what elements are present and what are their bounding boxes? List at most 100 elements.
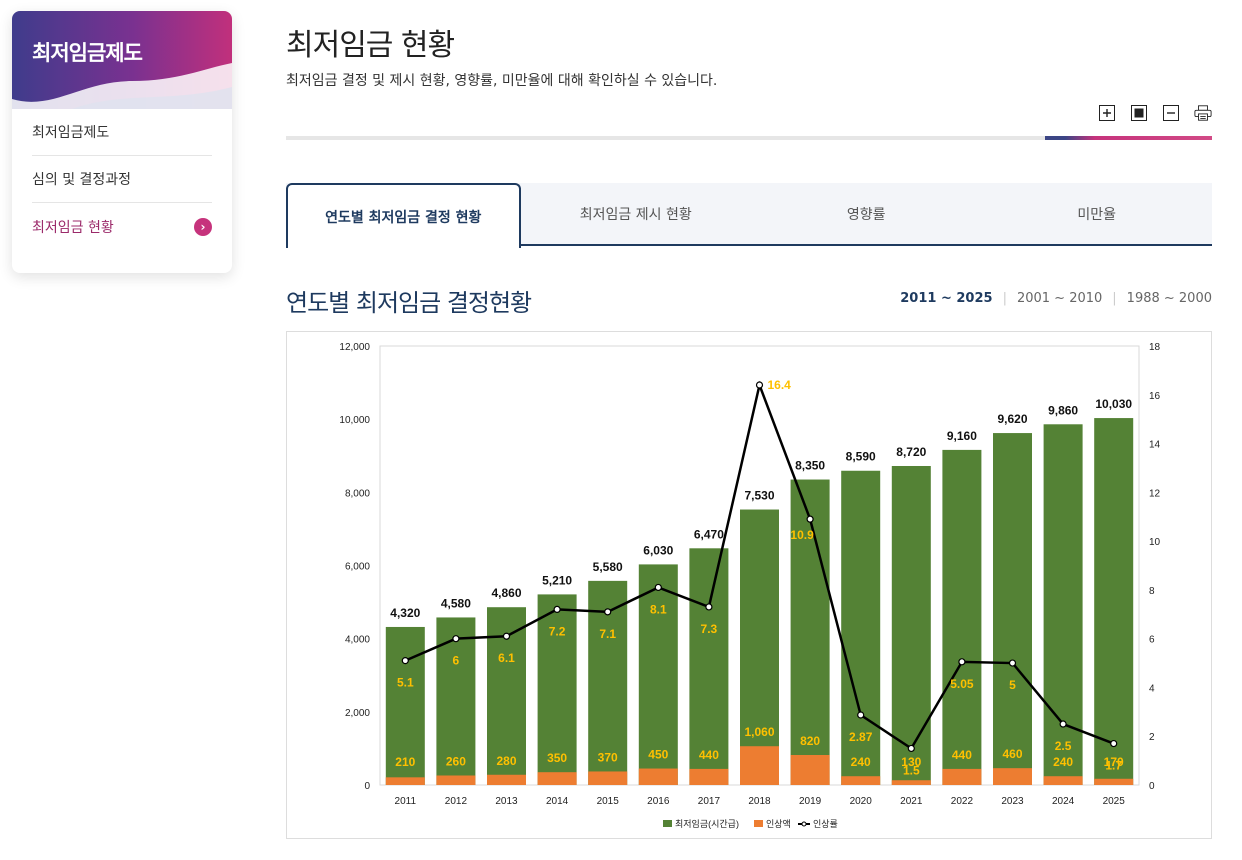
data-label-increase: 820 [800, 734, 820, 748]
data-label-rate: 6 [453, 654, 460, 668]
data-label-wage: 10,030 [1095, 397, 1132, 411]
y-right-tick-label: 6 [1149, 635, 1155, 646]
data-label-wage: 4,580 [441, 596, 471, 610]
x-tick-label: 2016 [647, 796, 670, 807]
x-tick-label: 2025 [1103, 796, 1126, 807]
data-label-increase: 370 [598, 750, 618, 764]
data-label-increase: 280 [496, 754, 516, 768]
tab-proposals[interactable]: 최저임금 제시 현황 [579, 206, 692, 223]
print-icon[interactable] [1194, 104, 1212, 122]
data-label-rate: 1.5 [903, 763, 920, 777]
data-label-rate: 5.1 [397, 676, 414, 690]
tab-under-rate[interactable]: 미만율 [1077, 206, 1117, 223]
sidebar-menu: 최저임금제도 심의 및 결정과정 최저임금 현황 › [12, 109, 232, 250]
page-title: 최저임금 현황 [286, 28, 455, 63]
range-separator: | [1112, 291, 1117, 306]
sidebar-item-deliberation[interactable]: 심의 및 결정과정 [32, 156, 212, 203]
sidebar-item-system[interactable]: 최저임금제도 [32, 109, 212, 156]
data-label-rate: 2.87 [849, 730, 873, 744]
legend-label: 인상률 [813, 819, 838, 829]
bar-wage [841, 470, 881, 785]
rate-point [1110, 739, 1118, 748]
legend-swatch-rate-point [801, 821, 807, 827]
data-label-increase: 1,060 [744, 725, 774, 739]
data-label-increase: 440 [952, 748, 972, 762]
data-label-wage: 9,620 [997, 412, 1027, 426]
sidebar-title: 최저임금제도 [32, 41, 143, 65]
x-tick-label: 2020 [850, 796, 873, 807]
chevron-right-icon: › [194, 217, 212, 236]
rate-point [654, 583, 662, 592]
section-title: 연도별 최저임금 결정현황 [286, 289, 532, 317]
data-label-rate: 5.05 [950, 677, 974, 691]
x-tick-label: 2014 [546, 796, 569, 807]
data-label-rate: 7.2 [549, 624, 566, 638]
rate-point [705, 603, 713, 611]
sidebar-item-label: 심의 및 결정과정 [32, 172, 132, 188]
x-tick-label: 2013 [495, 796, 518, 807]
data-label-rate: 5 [1009, 678, 1016, 692]
y-left-tick-label: 6,000 [345, 562, 370, 573]
data-label-wage: 4,320 [390, 606, 420, 620]
y-right-tick-label: 8 [1149, 586, 1155, 597]
tab-impact-rate[interactable]: 영향률 [846, 206, 886, 223]
x-tick-label: 2022 [951, 796, 974, 807]
range-1988-2000[interactable]: 1988 ~ 2000 [1126, 291, 1212, 306]
y-right-tick-label: 0 [1149, 781, 1155, 792]
data-label-rate: 7.3 [701, 622, 718, 636]
x-tick-label: 2012 [445, 796, 468, 807]
rate-point [1008, 659, 1017, 667]
bar-increase [1094, 778, 1134, 785]
data-label-wage: 8,350 [795, 459, 825, 473]
rate-point [553, 605, 561, 613]
rate-point [401, 657, 409, 665]
bar-wage [993, 433, 1032, 785]
data-label-wage: 5,210 [542, 573, 572, 587]
x-tick-label: 2018 [748, 796, 771, 807]
y-left-tick-label: 8,000 [345, 488, 370, 499]
bar-wage [1094, 418, 1134, 785]
data-label-wage: 9,860 [1048, 403, 1078, 417]
x-tick-label: 2021 [900, 796, 923, 807]
rate-point [806, 515, 814, 523]
range-2011-2025[interactable]: 2011 ~ 2025 [900, 291, 993, 306]
data-label-rate: 2.5 [1055, 739, 1072, 753]
data-label-rate: 1.7 [1105, 759, 1122, 773]
y-left-tick-label: 2,000 [345, 708, 370, 719]
reset-icon[interactable] [1130, 104, 1148, 122]
data-label-increase: 350 [547, 751, 567, 765]
sidebar-item-status[interactable]: 최저임금 현황 › [32, 203, 212, 250]
range-2001-2010[interactable]: 2001 ~ 2010 [1016, 291, 1103, 306]
legend-swatch-increase [754, 820, 763, 827]
data-label-increase: 240 [851, 755, 871, 769]
sidebar-item-label: 최저임금 현황 [32, 219, 114, 236]
x-tick-label: 2024 [1052, 796, 1075, 807]
bar-increase [537, 772, 577, 785]
bar-increase [942, 768, 982, 785]
bar-increase [790, 755, 830, 785]
x-tick-label: 2017 [698, 796, 721, 807]
bar-wage [740, 509, 779, 785]
page-description: 최저임금 결정 및 제시 현황, 영향률, 미만율에 대해 확인하실 수 있습니… [286, 73, 718, 89]
data-label-increase: 460 [1002, 747, 1022, 761]
period-selector: 2011 ~ 2025 | 2001 ~ 2010 | 1988 ~ 2000 [900, 291, 1212, 306]
legend-label: 인상액 [766, 818, 791, 829]
range-separator: | [1002, 291, 1007, 306]
zoom-out-icon[interactable] [1162, 104, 1180, 122]
tab-annual-decision[interactable]: 연도별 최저임금 결정 현황 [286, 183, 521, 248]
data-label-increase: 260 [446, 754, 466, 768]
y-right-tick-label: 4 [1149, 683, 1155, 694]
bar-wage [891, 465, 931, 785]
bar-increase [588, 771, 628, 785]
rate-point [452, 635, 460, 643]
data-label-increase: 450 [648, 748, 668, 762]
data-label-increase: 240 [1053, 755, 1073, 769]
y-right-tick-label: 14 [1149, 440, 1161, 451]
bar-wage [638, 564, 678, 785]
rate-point [604, 608, 612, 616]
chart-container: 0 2,000 4,000 6,000 8,000 10,000 12,000 0 2 4 6 8 10… [286, 331, 1212, 839]
zoom-in-icon[interactable] [1098, 104, 1116, 122]
sidebar-nav: 최저임금제도 최저임금제도 심의 및 결정과정 최저임금 현황 › [12, 11, 232, 273]
data-label-rate: 16.4 [768, 378, 792, 392]
header-divider-accent [1045, 136, 1212, 140]
